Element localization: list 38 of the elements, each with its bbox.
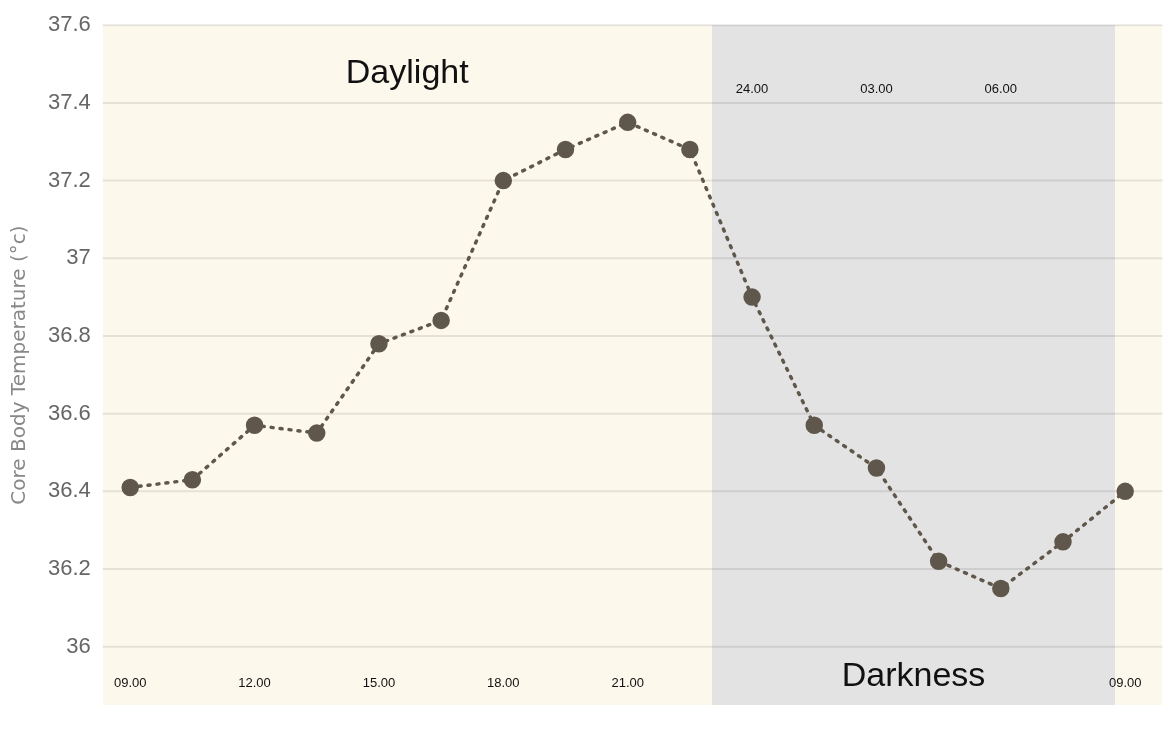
x-tick-label: 24.00 xyxy=(735,80,769,96)
point xyxy=(992,579,1010,598)
point xyxy=(929,552,948,571)
y-tick-label: 36.2 xyxy=(47,555,91,581)
y-tick-label: 37.2 xyxy=(47,166,91,192)
point xyxy=(867,459,886,477)
x-tick-label: 21.00 xyxy=(611,674,644,690)
point xyxy=(494,171,513,190)
x-tick-label: 18.00 xyxy=(487,674,520,690)
point xyxy=(308,424,326,442)
x-tick-label: 15.00 xyxy=(362,674,396,690)
point xyxy=(121,478,139,497)
point xyxy=(556,140,575,159)
point xyxy=(805,416,823,435)
y-tick-label: 37.6 xyxy=(47,11,91,37)
point xyxy=(1116,482,1134,501)
y-axis-title: Core Body Temperature (°c) xyxy=(6,225,31,505)
x-tick-label: 09.00 xyxy=(1108,674,1142,690)
x-tick-label: 06.00 xyxy=(984,80,1018,96)
point xyxy=(183,470,202,489)
annotation: Darkness xyxy=(841,655,986,694)
annotation: Daylight xyxy=(345,51,470,90)
y-tick-label: 37 xyxy=(66,244,91,270)
y-tick-label: 36.8 xyxy=(47,322,91,348)
point xyxy=(432,311,450,330)
point xyxy=(1054,533,1072,551)
x-tick-label: 09.00 xyxy=(113,674,147,690)
point xyxy=(743,288,761,306)
x-tick-label: 03.00 xyxy=(860,80,893,96)
point xyxy=(245,416,264,435)
point xyxy=(370,334,388,353)
point xyxy=(681,140,699,159)
x-tick-label: 12.00 xyxy=(238,674,271,690)
point xyxy=(618,113,637,132)
y-tick-label: 36.4 xyxy=(47,477,91,503)
y-tick-label: 37.4 xyxy=(47,88,91,114)
y-tick-label: 36.6 xyxy=(47,399,91,425)
y-tick-label: 36 xyxy=(66,632,91,658)
